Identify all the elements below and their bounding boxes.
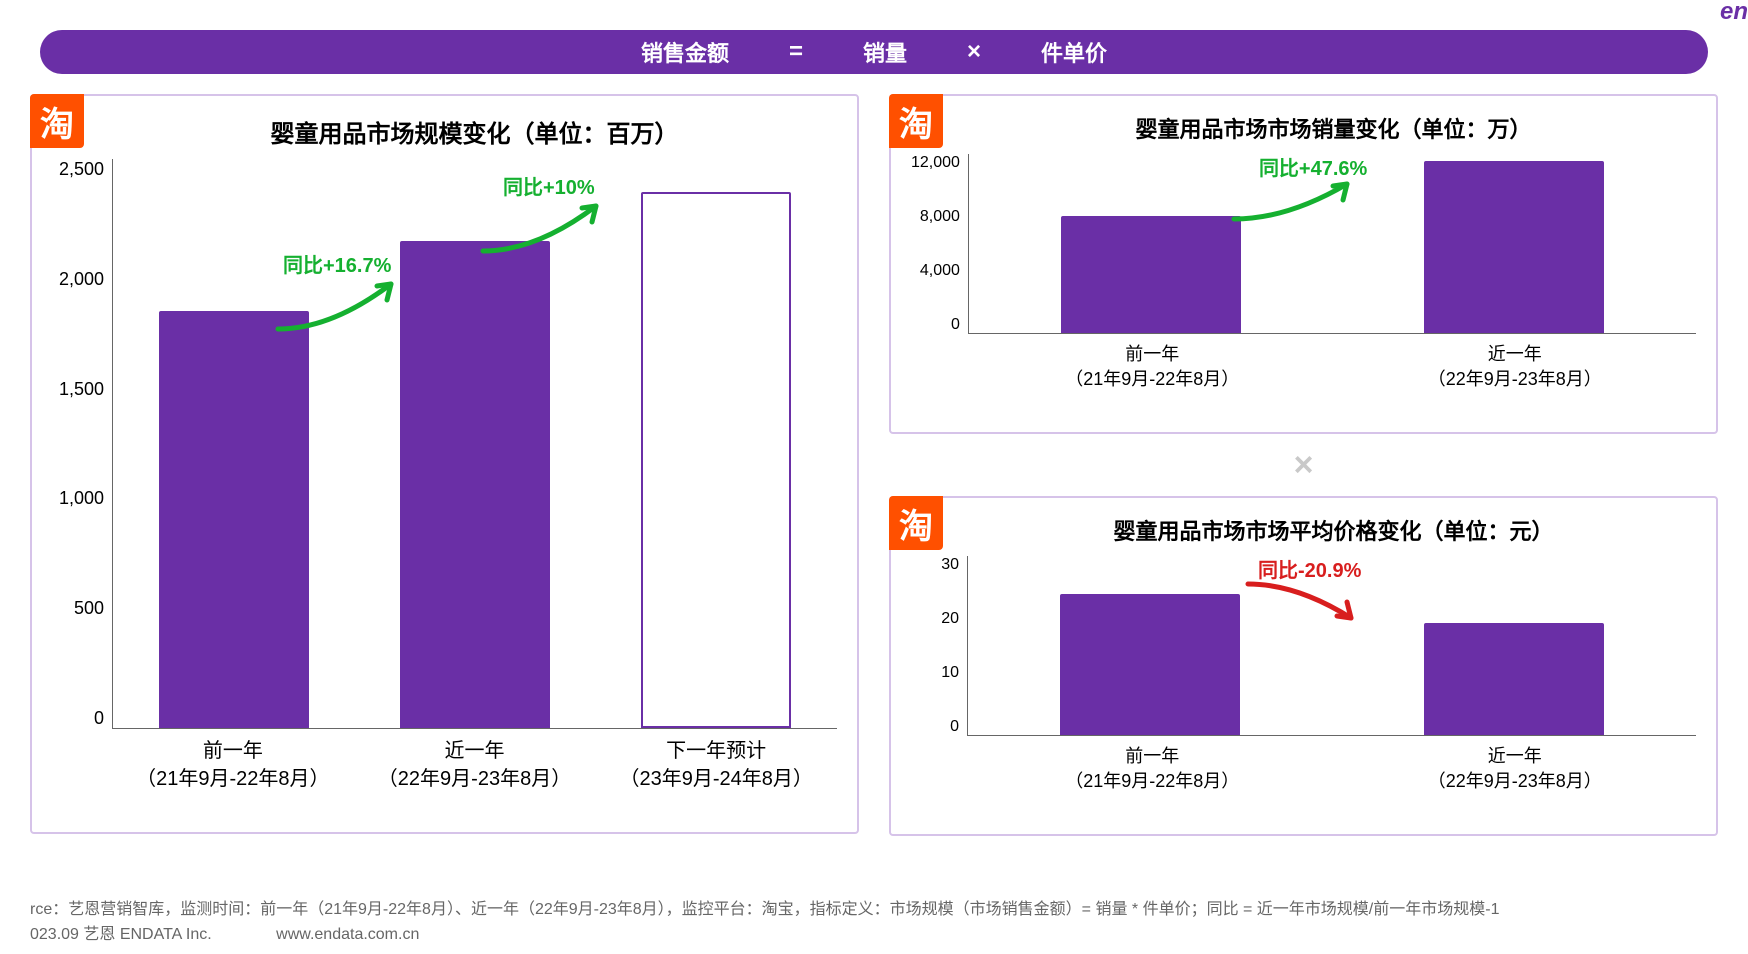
bar: [400, 241, 550, 728]
y-tick-label: 20: [941, 610, 959, 628]
y-tick-label: 1,500: [59, 379, 104, 400]
y-axis: 0 4,000 8,000 12,000: [911, 154, 968, 334]
multiply-icon: ×: [889, 448, 1718, 482]
brand-corner: en: [1720, 0, 1748, 26]
chart-body: 0 4,000 8,000 12,000 同比+47.6%: [911, 154, 1696, 334]
bar: [641, 192, 791, 728]
bar: [1060, 594, 1240, 735]
y-tick-label: 30: [941, 556, 959, 574]
chart-sales-volume: 淘 婴童用品市场市场销量变化（单位：万） 0 4,000 8,000 12,000 同…: [889, 94, 1718, 434]
taobao-badge-icon: 淘: [889, 496, 943, 550]
y-tick-label: 0: [951, 316, 960, 334]
footer-url: www.endata.com.cn: [276, 926, 419, 943]
bars-row: [113, 159, 837, 728]
x-tick-label: 近一年（22年9月-23年8月）: [1334, 736, 1697, 794]
x-axis: 前一年（21年9月-22年8月）近一年（22年9月-23年8月）: [911, 736, 1696, 794]
x-axis: 前一年（21年9月-22年8月）近一年（22年9月-23年8月）下一年预计（23…: [52, 729, 837, 793]
x-tick-label: 前一年（21年9月-22年8月）: [971, 334, 1334, 392]
taobao-badge-icon: 淘: [889, 94, 943, 148]
y-tick-label: 0: [94, 708, 104, 729]
chart-title: 婴童用品市场规模变化（单位：百万）: [52, 106, 837, 159]
y-tick-label: 1,000: [59, 488, 104, 509]
y-tick-label: 2,000: [59, 269, 104, 290]
y-tick-label: 500: [74, 598, 104, 619]
x-tick-label: 前一年（21年9月-22年8月）: [971, 736, 1334, 794]
formula-rhs: 件单价: [1041, 36, 1107, 68]
formula-eq: =: [789, 38, 803, 66]
plot-area: 同比+16.7%同比+10%: [112, 159, 837, 729]
plot-area: 同比+47.6%: [968, 154, 1696, 334]
y-axis: 0 10 20 30: [911, 556, 967, 736]
chart-title: 婴童用品市场市场平均价格变化（单位：元）: [911, 508, 1696, 556]
bar: [1061, 216, 1241, 333]
bar: [159, 311, 309, 728]
chart-body: 0 10 20 30 同比-20.9%: [911, 556, 1696, 736]
y-tick-label: 2,500: [59, 159, 104, 180]
taobao-badge-icon: 淘: [30, 94, 84, 148]
footer-copyright: 023.09 艺恩 ENDATA Inc.: [30, 926, 212, 943]
formula-bar: 销售金额 = 销量 × 件单价: [40, 30, 1708, 74]
footer-line1: rce：艺恩营销智库，监测时间：前一年（21年9月-22年8月）、近一年（22年…: [30, 897, 1718, 923]
x-tick-label: 下一年预计（23年9月-24年8月）: [595, 729, 837, 793]
y-tick-label: 10: [941, 664, 959, 682]
chart-body: 0 500 1,000 1,500 2,000 2,500 同比+16.7%同比+10%: [52, 159, 837, 729]
formula-times: ×: [967, 38, 981, 66]
y-tick-label: 8,000: [920, 208, 960, 226]
bar: [1424, 161, 1604, 334]
x-tick-label: 近一年（22年9月-23年8月）: [1334, 334, 1697, 392]
chart-market-size: 淘 婴童用品市场规模变化（单位：百万） 0 500 1,000 1,500 2,000 2…: [30, 94, 859, 834]
footer: rce：艺恩营销智库，监测时间：前一年（21年9月-22年8月）、近一年（22年…: [0, 897, 1748, 948]
chart-title: 婴童用品市场市场销量变化（单位：万）: [911, 106, 1696, 154]
y-axis: 0 500 1,000 1,500 2,000 2,500: [52, 159, 112, 729]
bar: [1424, 623, 1604, 735]
chart-avg-price: 淘 婴童用品市场市场平均价格变化（单位：元） 0102030 同比-20.9% …: [889, 496, 1718, 836]
x-axis: 前一年（21年9月-22年8月）近一年（22年9月-23年8月）: [911, 334, 1696, 392]
plot-area: 同比-20.9%: [967, 556, 1696, 736]
x-tick-label: 近一年（22年9月-23年8月）: [354, 729, 596, 793]
formula-mid: 销量: [863, 36, 907, 68]
y-tick-label: 0: [950, 718, 959, 736]
y-tick-label: 12,000: [911, 154, 960, 172]
formula-lhs: 销售金额: [641, 36, 729, 68]
y-tick-label: 4,000: [920, 262, 960, 280]
x-tick-label: 前一年（21年9月-22年8月）: [112, 729, 354, 793]
